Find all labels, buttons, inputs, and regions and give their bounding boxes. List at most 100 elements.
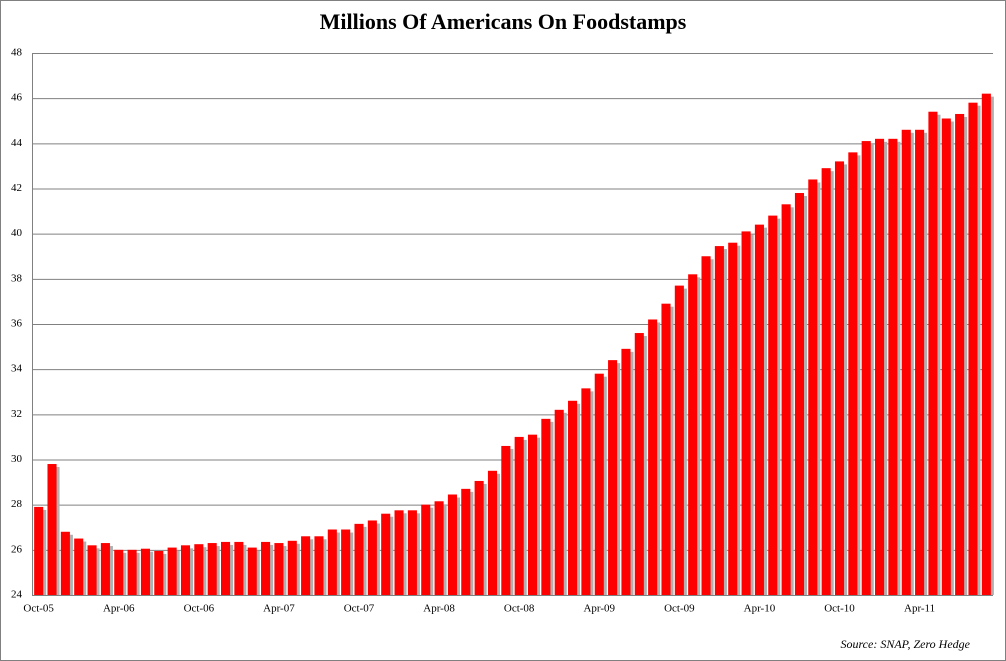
bar [341,529,351,595]
x-tick-label: Apr-11 [904,603,935,615]
bar [461,488,471,595]
bar [421,504,431,595]
y-tick-label: 38 [11,272,23,284]
bar [915,129,925,596]
bar [234,541,244,595]
bar [728,242,738,595]
bar [661,303,671,595]
bar [568,400,578,595]
bar [674,285,684,595]
x-tick-label: Apr-07 [263,603,295,615]
bar [74,538,84,595]
bar [194,544,204,595]
bar [367,520,377,595]
bar [261,541,271,595]
bar [327,529,337,595]
bar [688,274,698,595]
bar [794,193,805,595]
bar [247,547,257,595]
y-tick-label: 28 [11,498,23,510]
x-tick-label: Oct-05 [23,603,54,615]
bar [741,231,751,596]
y-tick-label: 40 [11,227,23,239]
bar [167,547,177,595]
chart-title: Millions Of Americans On Foodstamps [320,9,687,34]
y-tick-label: 34 [11,363,23,375]
x-tick-label: Apr-09 [583,603,615,615]
bar [621,348,631,595]
bar [60,531,70,595]
bar [834,161,845,595]
bar [114,549,124,595]
bar [220,541,231,595]
y-tick-label: 24 [11,589,23,601]
bar [608,360,618,595]
bar [875,138,885,596]
bar [474,480,484,595]
y-tick-label: 42 [11,182,22,194]
bar [554,409,564,595]
bar [781,204,791,595]
bar [821,168,831,596]
bar [314,536,324,595]
x-tick-label: Apr-06 [103,603,135,615]
bar [808,179,818,595]
bar [434,501,444,595]
bar [768,215,778,595]
y-tick-label: 46 [11,92,23,104]
bar [381,513,391,595]
bar [154,550,164,595]
bar [541,418,551,595]
bar [527,434,538,595]
x-tick-label: Oct-09 [664,603,695,615]
x-tick-label: Oct-06 [184,603,215,615]
bar [714,246,724,595]
bar [47,464,57,595]
y-tick-label: 36 [11,318,23,330]
bar [861,141,871,595]
bar [447,494,457,595]
bar [701,256,711,595]
x-tick-label: Oct-07 [344,603,375,615]
bar [941,118,951,595]
bar [87,545,97,595]
bar [207,543,217,595]
bar [955,113,965,595]
bar [140,548,150,595]
bar [648,319,658,595]
bar [514,436,524,595]
bar [394,510,404,595]
bar [501,445,511,595]
bar [180,545,191,595]
bar [127,549,137,595]
x-tick-label: Apr-10 [744,603,776,615]
y-tick-label: 32 [11,408,22,420]
bar [928,111,938,595]
y-tick-label: 30 [11,453,23,465]
bar [487,470,498,595]
y-tick-label: 44 [11,137,23,149]
bar [594,373,604,595]
bar [981,93,991,596]
bar [634,333,644,595]
source: Source: SNAP, Zero Hedge [840,637,970,651]
x-tick-label: Apr-08 [423,603,455,615]
bar [848,152,858,595]
x-tick-label: Oct-10 [824,603,855,615]
bar [407,510,417,595]
bar [888,138,898,596]
y-tick-label: 26 [11,543,23,555]
bar [354,523,364,595]
bar [968,102,978,595]
bar [301,536,311,595]
bar [901,129,911,596]
bar [274,543,284,595]
bar [287,540,297,595]
bar [34,506,44,595]
bar [100,543,110,595]
y-tick-label: 48 [11,47,23,59]
bar [581,388,591,595]
x-tick-label: Oct-08 [504,603,535,615]
bar [754,224,764,595]
